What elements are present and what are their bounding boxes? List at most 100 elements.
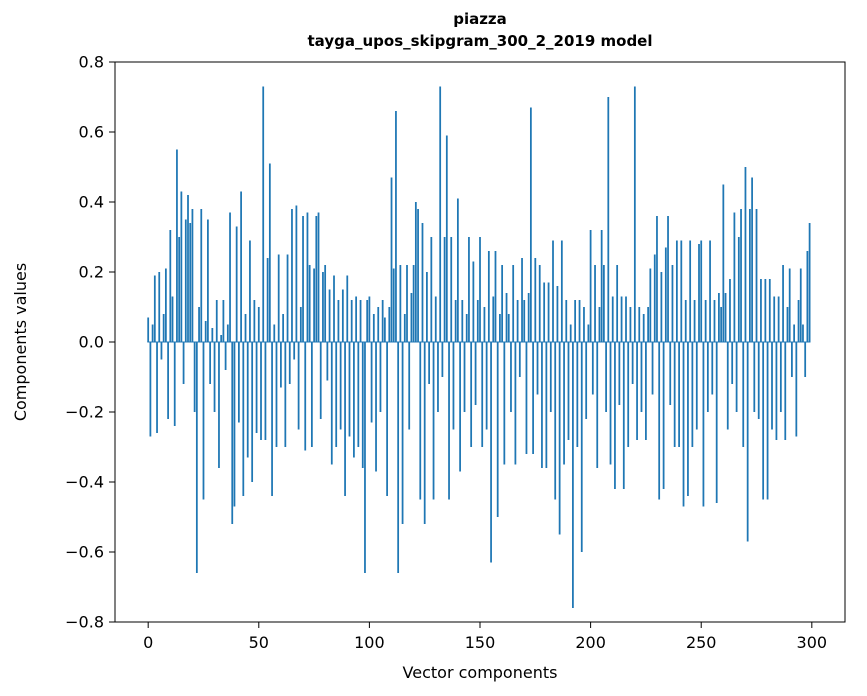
bar bbox=[578, 300, 581, 342]
bar bbox=[806, 251, 809, 342]
bar bbox=[527, 293, 530, 342]
bar bbox=[182, 342, 185, 384]
bar bbox=[580, 342, 583, 552]
bar bbox=[709, 240, 711, 342]
bar bbox=[328, 289, 331, 342]
bar bbox=[795, 342, 798, 437]
bar bbox=[164, 268, 167, 342]
bar bbox=[523, 300, 526, 342]
bar bbox=[450, 237, 453, 342]
bar bbox=[678, 342, 680, 447]
bar bbox=[333, 275, 335, 342]
bar bbox=[600, 230, 603, 342]
bar bbox=[516, 300, 519, 342]
bar bbox=[556, 286, 559, 342]
bar bbox=[594, 265, 596, 342]
bar bbox=[711, 342, 714, 395]
bar bbox=[149, 342, 152, 437]
bar bbox=[195, 342, 198, 573]
bar bbox=[251, 342, 254, 482]
bar bbox=[786, 307, 789, 342]
bar bbox=[514, 342, 517, 465]
bar bbox=[280, 342, 282, 388]
x-tick-label: 100 bbox=[354, 633, 385, 652]
bar bbox=[291, 209, 293, 342]
bar bbox=[547, 282, 550, 342]
bar bbox=[620, 296, 623, 342]
bar bbox=[775, 342, 778, 440]
bar bbox=[171, 296, 174, 342]
bar bbox=[653, 254, 656, 342]
bar bbox=[198, 307, 200, 342]
bar bbox=[567, 342, 570, 440]
bar bbox=[184, 219, 187, 342]
bar bbox=[319, 342, 322, 419]
bar bbox=[753, 342, 756, 412]
bar bbox=[423, 342, 426, 524]
bar bbox=[583, 307, 585, 342]
bar bbox=[572, 342, 574, 608]
bar bbox=[704, 300, 707, 342]
bar bbox=[441, 342, 444, 377]
bar bbox=[324, 265, 327, 342]
bar bbox=[315, 216, 318, 342]
bar bbox=[220, 335, 223, 342]
bar bbox=[412, 265, 415, 342]
bar bbox=[426, 272, 428, 342]
bar bbox=[773, 296, 776, 342]
bar bbox=[377, 307, 380, 342]
bar bbox=[237, 342, 240, 423]
bar bbox=[541, 342, 543, 468]
bar bbox=[246, 342, 249, 458]
bar bbox=[574, 300, 577, 342]
bar bbox=[640, 342, 643, 412]
bar bbox=[804, 342, 807, 377]
bar bbox=[554, 342, 557, 500]
bar bbox=[802, 324, 804, 342]
bar bbox=[733, 212, 736, 342]
bar bbox=[645, 342, 647, 440]
bar bbox=[585, 342, 588, 419]
bar bbox=[766, 342, 769, 500]
bar bbox=[549, 342, 552, 412]
bar bbox=[370, 342, 373, 423]
bar bbox=[348, 342, 351, 437]
bar bbox=[472, 261, 475, 342]
bar bbox=[414, 202, 417, 342]
bar bbox=[366, 300, 369, 342]
bar bbox=[565, 300, 568, 342]
x-tick-label: 300 bbox=[797, 633, 828, 652]
bar bbox=[428, 342, 431, 384]
bar bbox=[448, 342, 450, 500]
y-tick-label: −0.2 bbox=[65, 403, 104, 422]
bar bbox=[702, 342, 705, 507]
bar bbox=[788, 268, 791, 342]
bar bbox=[481, 342, 484, 447]
bar bbox=[476, 300, 479, 342]
bar bbox=[335, 342, 338, 447]
bar bbox=[762, 342, 765, 500]
bar bbox=[751, 177, 753, 342]
bar bbox=[669, 342, 672, 405]
bar bbox=[213, 342, 216, 412]
bar bbox=[399, 265, 402, 342]
bar bbox=[591, 342, 594, 395]
bar bbox=[576, 342, 579, 447]
bar bbox=[485, 342, 488, 430]
bar bbox=[607, 97, 610, 342]
bar bbox=[353, 342, 355, 458]
y-axis-ticks: −0.8 −0.6 −0.4 −0.2 0.0 0.2 0.4 0.6 0.8 bbox=[65, 53, 115, 632]
bar bbox=[737, 237, 740, 342]
bar bbox=[408, 342, 411, 430]
bar bbox=[430, 237, 433, 342]
x-axis-ticks: 0 50 100 150 200 250 300 bbox=[143, 622, 827, 652]
bar bbox=[233, 342, 236, 507]
bar bbox=[456, 198, 459, 342]
bar bbox=[229, 212, 231, 342]
bar bbox=[364, 342, 366, 573]
bar bbox=[222, 300, 225, 342]
bar bbox=[536, 342, 539, 395]
bar bbox=[700, 240, 703, 342]
bar bbox=[662, 342, 665, 489]
